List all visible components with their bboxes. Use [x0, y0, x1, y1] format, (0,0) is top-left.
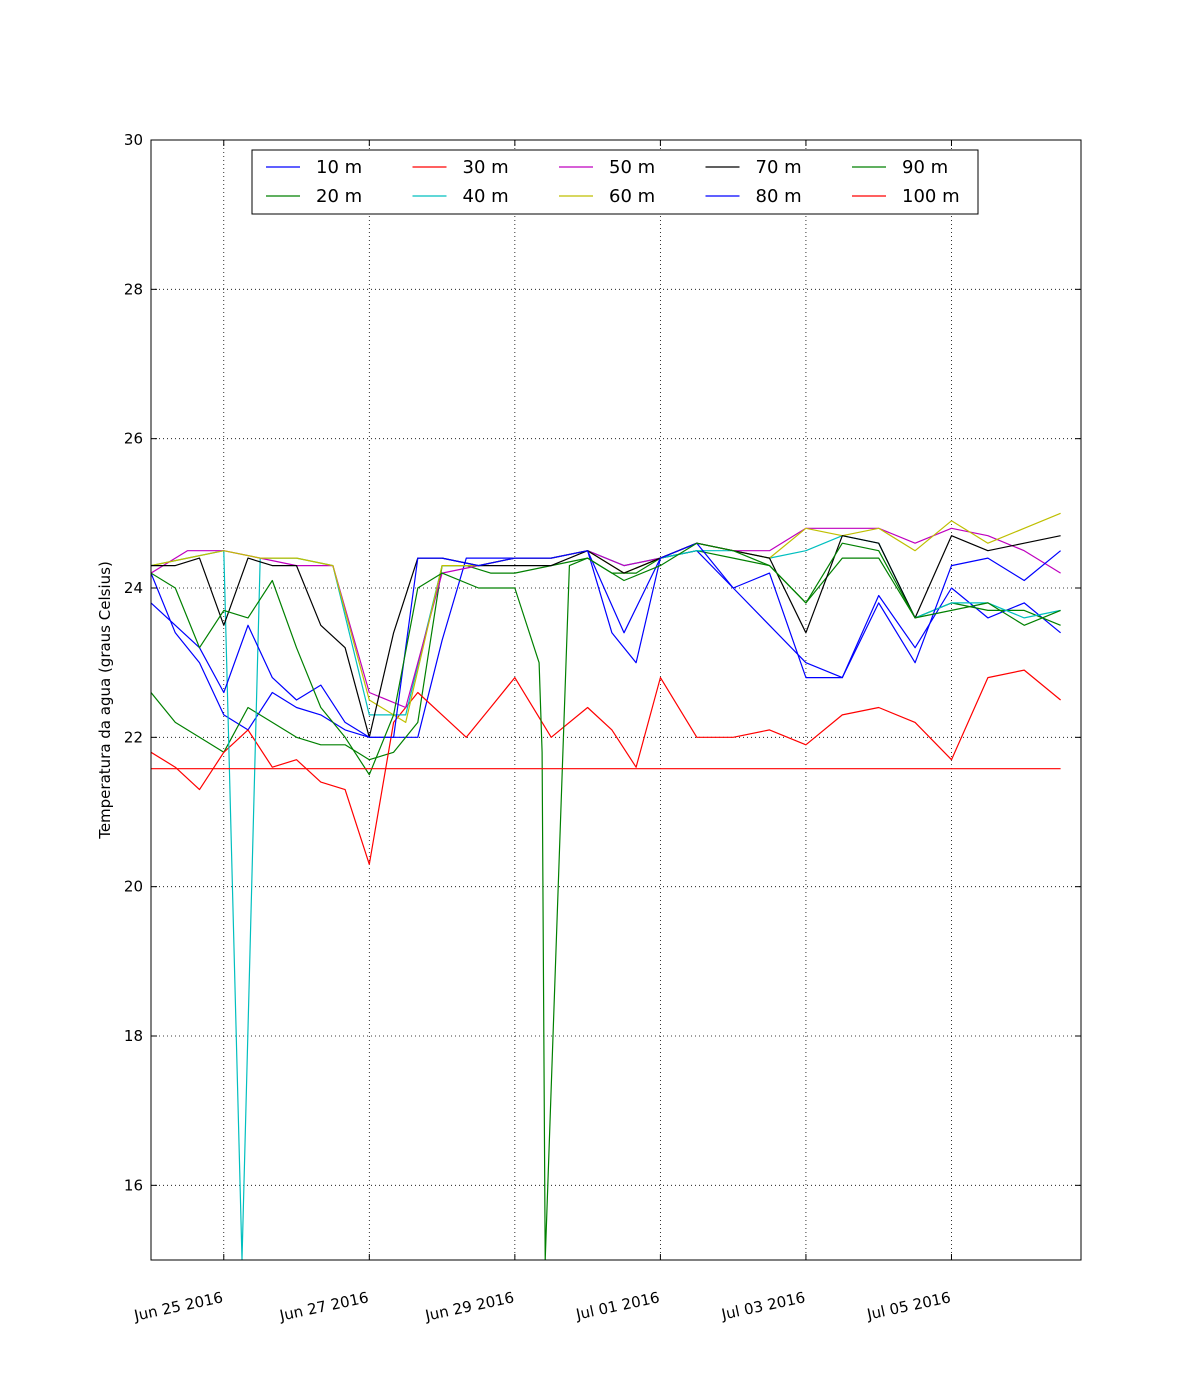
y-tick-label: 28 [124, 280, 143, 298]
series-group [151, 512, 1061, 1260]
legend-box [251, 149, 979, 215]
legend: 10 m 20 m 30 m 40 m 50 m 60 m 70 m 80 m 90 m 100 … [251, 149, 979, 215]
y-tick-label: 22 [124, 728, 143, 746]
y-tick-label: 20 [124, 878, 143, 896]
legend-entry-label: 60 m [609, 186, 655, 207]
legend-entry-label: 20 m [316, 186, 362, 207]
series-line-80m [151, 542, 1061, 738]
legend-entry-label: 100 m [902, 186, 960, 207]
y-tick-label: 24 [124, 579, 143, 597]
legend-entry-label: 10 m [316, 157, 362, 178]
legend-entry-label: 80 m [756, 186, 802, 207]
legend-entry-label: 50 m [609, 157, 655, 178]
y-axis-label: Temperatura da agua (graus Celsius) [96, 561, 114, 840]
y-tick-label: 30 [124, 131, 143, 149]
legend-entry-label: 30 m [463, 157, 509, 178]
y-tick-label: 26 [124, 430, 143, 448]
series-line-90m [151, 542, 1061, 1260]
legend-entry-label: 70 m [756, 157, 802, 178]
legend-entry-label: 40 m [463, 186, 509, 207]
series-line-20m [151, 550, 1061, 761]
y-tick-label: 16 [124, 1176, 143, 1194]
plot-frame [150, 139, 1082, 1261]
series-line-50m [151, 527, 1061, 709]
legend-entry-label: 90 m [902, 157, 948, 178]
series-line-30m [151, 669, 1061, 865]
y-tick-label: 18 [124, 1027, 143, 1045]
series-line-70m [151, 535, 1061, 738]
